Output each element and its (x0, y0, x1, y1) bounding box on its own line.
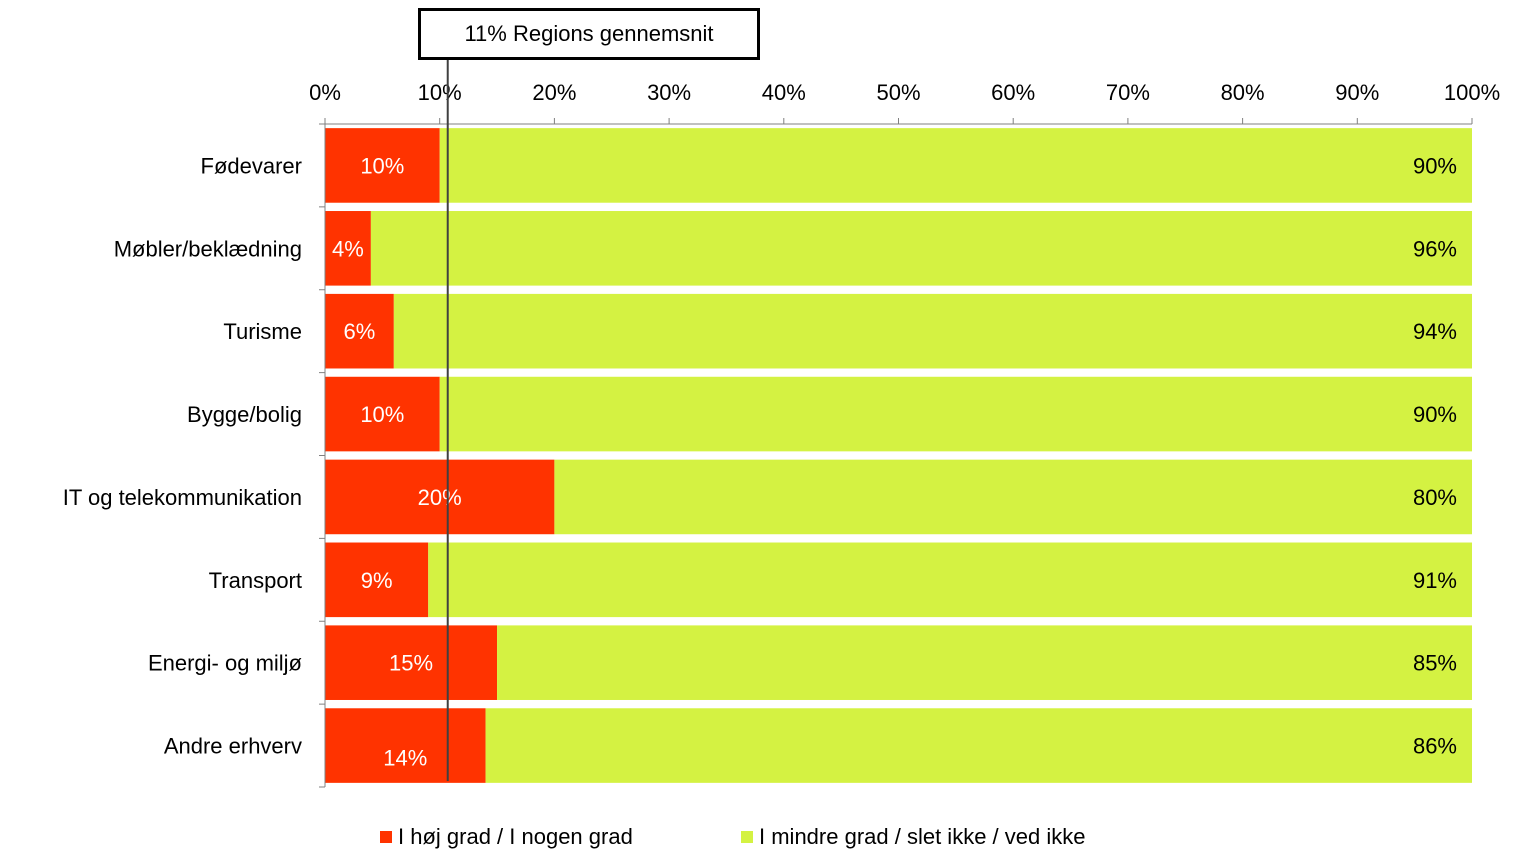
data-label-low-6: 85% (1413, 651, 1457, 676)
bar-low-0 (439, 128, 1473, 203)
data-label-low-3: 90% (1413, 402, 1457, 427)
region-average-annotation: 11% Regions gennemsnit (418, 8, 760, 60)
bar-high-7 (325, 708, 486, 783)
x-tick-label-3: 30% (647, 80, 691, 105)
legend-item-low: I mindre grad / slet ikke / ved ikke (741, 824, 1085, 850)
data-label-low-7: 86% (1413, 734, 1457, 759)
data-label-high-0: 10% (360, 153, 404, 178)
bar-high-3 (325, 376, 440, 452)
data-label-low-5: 91% (1413, 568, 1457, 593)
bar-low-2 (393, 293, 1472, 369)
x-tick-label-10: 100% (1444, 80, 1500, 105)
bar-low-4 (554, 459, 1472, 535)
x-tick-label-7: 70% (1106, 80, 1150, 105)
legend-swatch-high (380, 831, 392, 843)
data-label-high-7: 14% (383, 746, 427, 771)
data-label-low-2: 94% (1413, 319, 1457, 344)
bar-high-6 (325, 625, 498, 700)
x-tick-label-8: 80% (1221, 80, 1265, 105)
data-label-high-2: 6% (344, 319, 376, 344)
legend-swatch-low (741, 831, 753, 843)
bar-low-1 (370, 211, 1472, 286)
x-tick-label-0: 0% (309, 80, 341, 105)
x-tick-label-9: 90% (1335, 80, 1379, 105)
bar-low-5 (428, 542, 1473, 618)
bar-high-2 (325, 293, 394, 369)
legend-label-high: I høj grad / I nogen grad (398, 824, 633, 849)
x-tick-label-6: 60% (991, 80, 1035, 105)
bar-high-0 (325, 128, 440, 203)
category-label-4: IT og telekommunikation (63, 485, 302, 510)
bar-high-1 (325, 211, 371, 286)
bar-high-4 (325, 459, 555, 535)
category-label-1: Møbler/beklædning (114, 236, 302, 261)
data-label-high-3: 10% (360, 402, 404, 427)
category-label-3: Bygge/bolig (187, 402, 302, 427)
data-label-high-5: 9% (361, 568, 393, 593)
x-tick-label-4: 40% (762, 80, 806, 105)
category-label-0: Fødevarer (201, 153, 302, 178)
data-label-high-6: 15% (389, 651, 433, 676)
legend: I høj grad / I nogen grad I mindre grad … (0, 824, 1516, 852)
category-label-6: Energi- og miljø (148, 651, 302, 676)
bar-low-3 (439, 376, 1473, 452)
bar-low-6 (497, 625, 1472, 700)
category-label-7: Andre erhverv (164, 734, 302, 759)
x-tick-label-1: 10% (418, 80, 462, 105)
data-label-low-1: 96% (1413, 236, 1457, 261)
data-label-high-1: 4% (332, 236, 364, 261)
x-tick-label-2: 20% (532, 80, 576, 105)
bar-high-5 (325, 542, 429, 618)
bar-low-7 (485, 708, 1473, 783)
data-label-low-0: 90% (1413, 153, 1457, 178)
category-label-2: Turisme (223, 319, 302, 344)
data-label-low-4: 80% (1413, 485, 1457, 510)
category-label-5: Transport (209, 568, 302, 593)
data-label-high-4: 20% (418, 485, 462, 510)
legend-item-high: I høj grad / I nogen grad (380, 824, 633, 850)
x-tick-label-5: 50% (876, 80, 920, 105)
legend-label-low: I mindre grad / slet ikke / ved ikke (759, 824, 1086, 849)
